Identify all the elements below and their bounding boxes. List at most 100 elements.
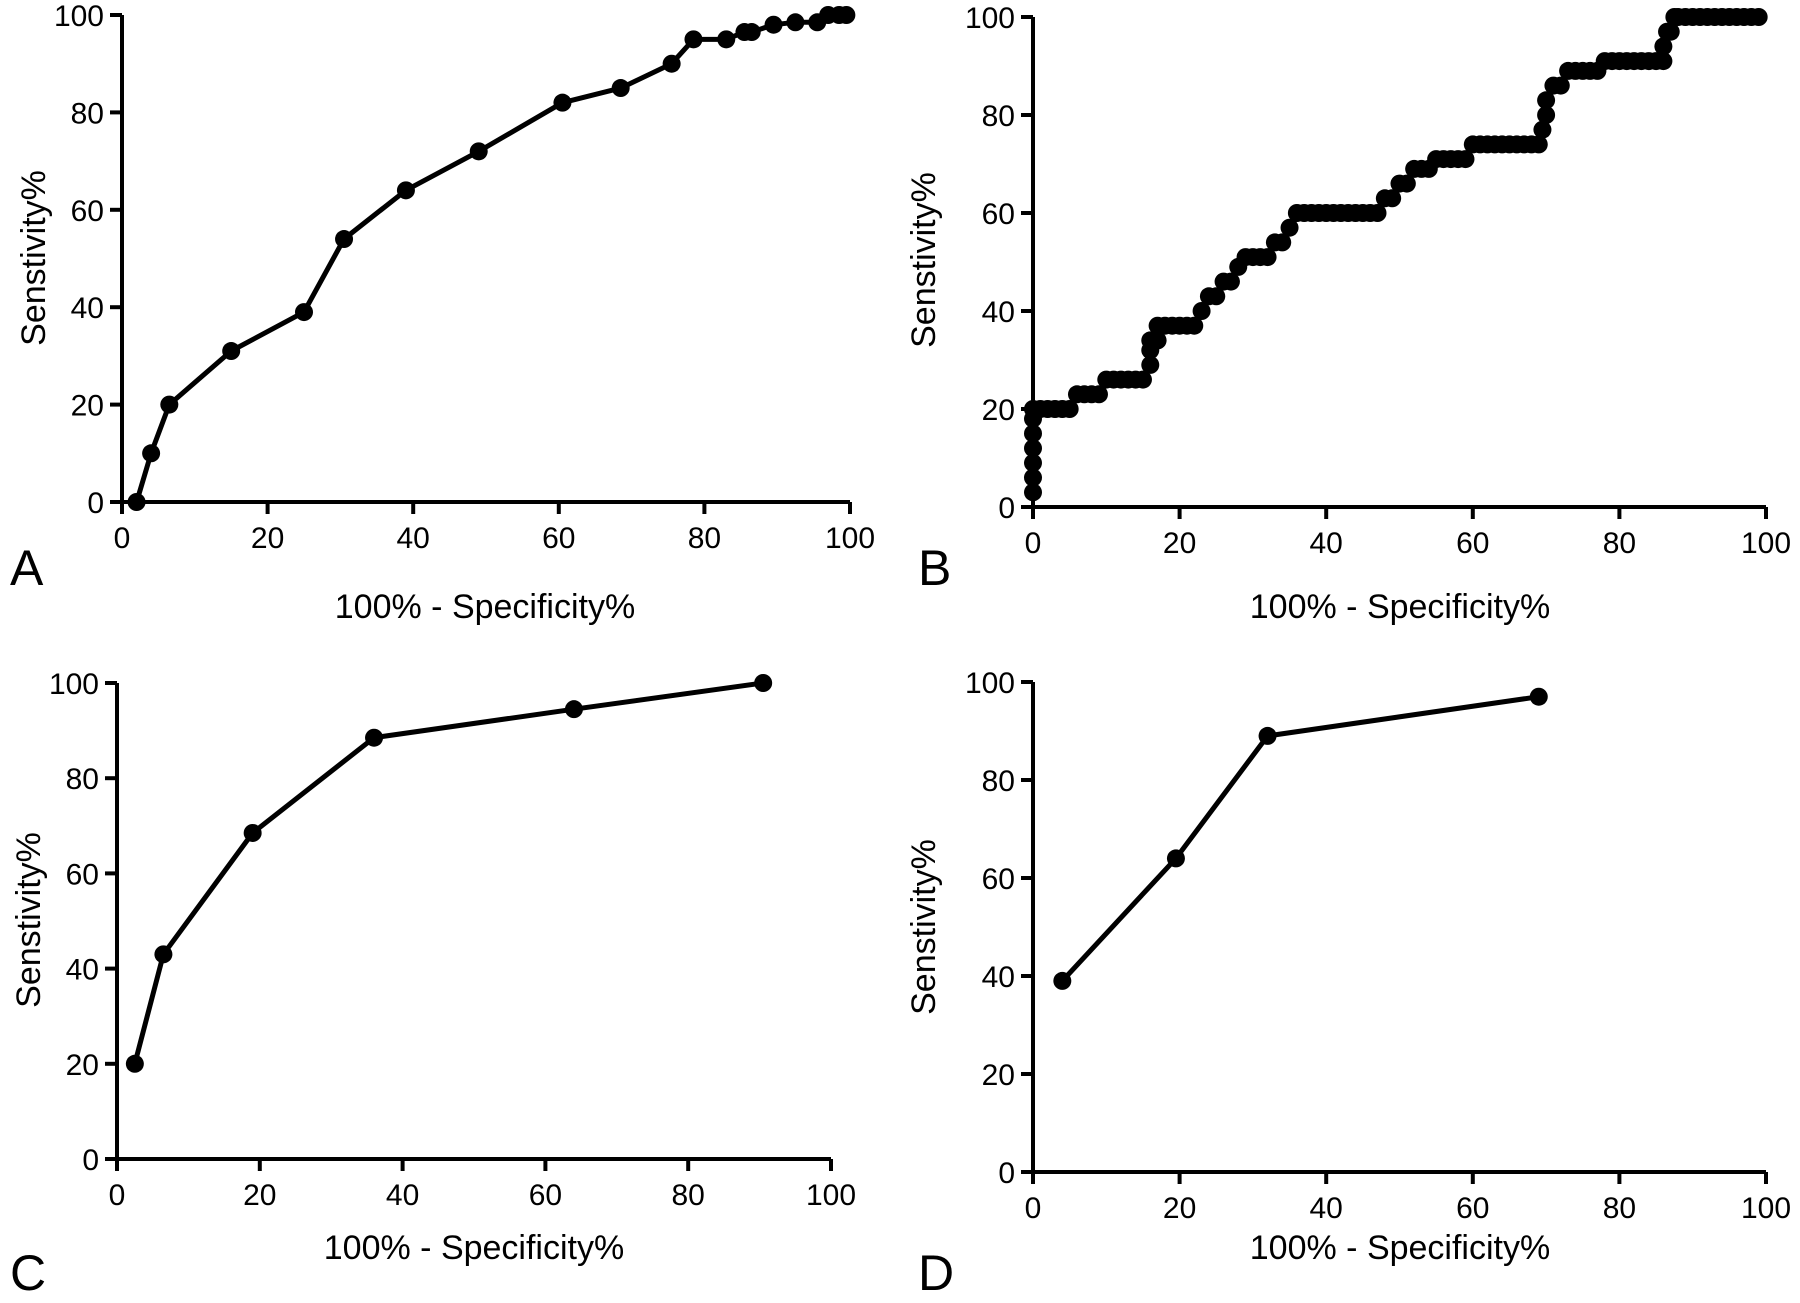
y-tick-label: 60 bbox=[66, 858, 99, 891]
y-tick-label: 20 bbox=[71, 390, 104, 423]
y-tick-label: 80 bbox=[71, 97, 104, 130]
roc-point bbox=[1221, 272, 1240, 291]
y-axis-title: Senstivity% bbox=[10, 832, 48, 1008]
roc-point bbox=[1368, 204, 1387, 222]
roc-point bbox=[1654, 52, 1673, 71]
roc-point bbox=[1053, 971, 1072, 990]
roc-curve-line bbox=[132, 680, 766, 1067]
roc-point bbox=[754, 674, 773, 692]
roc-point bbox=[1207, 287, 1226, 306]
y-axis-title: Senstivity% bbox=[15, 170, 53, 346]
roc-point bbox=[127, 493, 146, 511]
roc-point bbox=[1166, 849, 1185, 868]
roc-point bbox=[786, 13, 805, 32]
x-tick-label: 80 bbox=[1603, 1192, 1636, 1225]
roc-point bbox=[1749, 8, 1768, 26]
y-axis-title: Senstivity% bbox=[905, 839, 943, 1015]
y-tick-label: 80 bbox=[982, 765, 1015, 798]
y-tick-label: 0 bbox=[82, 1144, 99, 1177]
roc-point bbox=[553, 93, 572, 112]
roc-point bbox=[1024, 483, 1042, 502]
roc-point bbox=[1185, 316, 1204, 335]
y-tick-label: 60 bbox=[71, 195, 104, 228]
roc-point bbox=[1537, 91, 1556, 110]
x-tick-label: 20 bbox=[1163, 1192, 1196, 1225]
x-tick-label: 100 bbox=[825, 522, 875, 555]
roc-point bbox=[1273, 233, 1292, 252]
x-tick-label: 80 bbox=[1603, 527, 1636, 560]
roc-point bbox=[142, 444, 161, 463]
roc-point bbox=[335, 230, 354, 249]
roc-point bbox=[1397, 174, 1416, 193]
x-tick-label: 60 bbox=[529, 1179, 562, 1212]
y-tick-label: 100 bbox=[965, 2, 1015, 35]
roc-point bbox=[1537, 106, 1556, 124]
x-axis-title: 100% - Specificity% bbox=[1250, 1229, 1550, 1267]
roc-curve-line bbox=[134, 12, 849, 505]
roc-curve-line bbox=[1059, 694, 1542, 984]
y-tick-label: 0 bbox=[998, 492, 1015, 525]
y-tick-label: 40 bbox=[66, 954, 99, 987]
x-tick-label: 80 bbox=[688, 522, 721, 555]
y-tick-label: 20 bbox=[982, 394, 1015, 427]
roc-point bbox=[1456, 150, 1475, 169]
roc-point bbox=[1089, 385, 1108, 404]
roc-point bbox=[611, 79, 630, 98]
roc-point bbox=[469, 142, 488, 161]
roc-point bbox=[365, 728, 384, 747]
y-tick-label: 60 bbox=[982, 198, 1015, 231]
x-tick-label: 0 bbox=[114, 522, 131, 555]
y-tick-label: 100 bbox=[54, 0, 104, 33]
y-tick-label: 80 bbox=[66, 763, 99, 796]
roc-point bbox=[564, 700, 583, 719]
roc-point bbox=[837, 6, 856, 24]
x-tick-label: 60 bbox=[1456, 1192, 1489, 1225]
roc-point bbox=[243, 823, 262, 842]
panel-letter: D bbox=[918, 1245, 954, 1301]
roc-point bbox=[125, 1054, 144, 1073]
x-tick-label: 100 bbox=[806, 1179, 856, 1212]
roc-point bbox=[1024, 424, 1042, 443]
roc-point bbox=[1661, 22, 1680, 41]
roc-point bbox=[1551, 76, 1570, 95]
roc-point bbox=[222, 342, 241, 361]
x-axis-title: 100% - Specificity% bbox=[1250, 588, 1550, 626]
panel-c: 0 20 40 60 80 100 0 20 40 60 80 100 100% - Specifici… bbox=[10, 668, 856, 1301]
roc-point bbox=[1024, 468, 1042, 487]
roc-curve-line bbox=[1030, 14, 1762, 495]
y-tick-label: 100 bbox=[49, 668, 99, 701]
roc-point bbox=[1192, 302, 1211, 320]
y-tick-label: 0 bbox=[998, 1157, 1015, 1190]
roc-point bbox=[1529, 135, 1548, 154]
x-tick-label: 100 bbox=[1741, 527, 1791, 560]
roc-point bbox=[1654, 37, 1673, 56]
roc-point bbox=[154, 945, 173, 964]
roc-point bbox=[1383, 189, 1402, 208]
x-tick-label: 60 bbox=[542, 522, 575, 555]
panel-d: 0 20 40 60 80 100 0 20 40 60 80 100 100% - Specifici… bbox=[905, 667, 1791, 1301]
y-tick-label: 20 bbox=[66, 1049, 99, 1082]
x-tick-label: 0 bbox=[1025, 1192, 1042, 1225]
roc-point bbox=[742, 23, 761, 42]
x-tick-label: 40 bbox=[397, 522, 430, 555]
panel-letter: B bbox=[918, 540, 951, 596]
y-tick-label: 100 bbox=[965, 667, 1015, 700]
roc-point bbox=[1024, 439, 1042, 458]
x-tick-label: 40 bbox=[1310, 1192, 1343, 1225]
x-tick-label: 20 bbox=[251, 522, 284, 555]
x-tick-label: 40 bbox=[386, 1179, 419, 1212]
x-tick-label: 60 bbox=[1456, 527, 1489, 560]
roc-point bbox=[1133, 370, 1152, 389]
roc-point bbox=[662, 54, 681, 73]
y-tick-label: 20 bbox=[982, 1059, 1015, 1092]
x-tick-label: 0 bbox=[1025, 527, 1042, 560]
panel-a: 0 20 40 60 80 100 0 20 40 60 80 100 100% - Specifici… bbox=[10, 0, 875, 626]
y-tick-label: 40 bbox=[982, 961, 1015, 994]
x-tick-label: 0 bbox=[109, 1179, 126, 1212]
x-tick-label: 40 bbox=[1310, 527, 1343, 560]
roc-point bbox=[396, 181, 415, 200]
roc-point bbox=[1533, 120, 1552, 139]
y-tick-label: 60 bbox=[982, 863, 1015, 896]
y-tick-label: 0 bbox=[87, 487, 104, 520]
